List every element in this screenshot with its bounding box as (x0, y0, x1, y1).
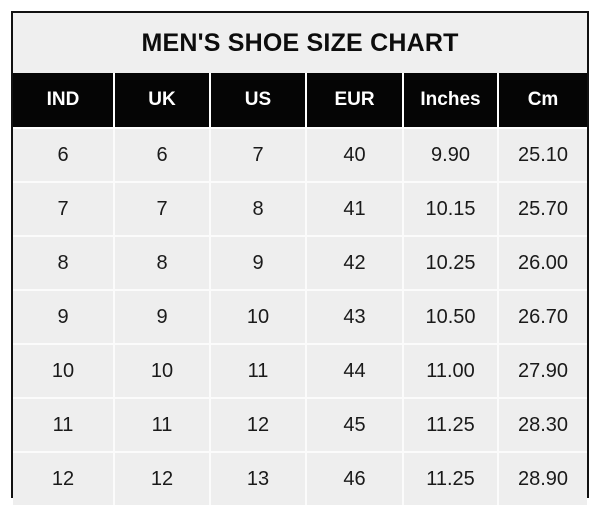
cell-inches: 11.25 (403, 398, 499, 453)
cell-us: 10 (210, 290, 307, 345)
cell-cm: 28.90 (498, 452, 587, 505)
table-header-row: IND UK US EUR Inches Cm (13, 73, 587, 129)
cell-uk: 7 (114, 182, 211, 237)
cell-inches: 11.00 (403, 344, 499, 399)
table-header: IND UK US EUR Inches Cm (13, 73, 587, 129)
cell-inches: 9.90 (403, 128, 499, 183)
cell-uk: 8 (114, 236, 211, 291)
table-row: 8 8 9 42 10.25 26.00 (13, 236, 587, 291)
cell-inches: 10.25 (403, 236, 499, 291)
cell-ind: 7 (13, 182, 115, 237)
cell-cm: 26.70 (498, 290, 587, 345)
cell-us: 9 (210, 236, 307, 291)
cell-cm: 28.30 (498, 398, 587, 453)
column-header-us: US (210, 73, 307, 129)
column-header-uk: UK (114, 73, 211, 129)
cell-us: 8 (210, 182, 307, 237)
cell-uk: 12 (114, 452, 211, 505)
chart-title-band: MEN'S SHOE SIZE CHART (13, 13, 587, 73)
cell-uk: 10 (114, 344, 211, 399)
cell-ind: 9 (13, 290, 115, 345)
cell-inches: 11.25 (403, 452, 499, 505)
table-row: 10 10 11 44 11.00 27.90 (13, 344, 587, 399)
cell-cm: 25.70 (498, 182, 587, 237)
cell-eur: 43 (306, 290, 404, 345)
column-header-eur: EUR (306, 73, 404, 129)
cell-us: 7 (210, 128, 307, 183)
column-header-inches: Inches (403, 73, 499, 129)
cell-eur: 41 (306, 182, 404, 237)
cell-cm: 27.90 (498, 344, 587, 399)
cell-eur: 46 (306, 452, 404, 505)
cell-cm: 26.00 (498, 236, 587, 291)
cell-ind: 10 (13, 344, 115, 399)
column-header-cm: Cm (498, 73, 587, 129)
size-chart-container: MEN'S SHOE SIZE CHART IND UK US EUR Inch… (11, 11, 589, 505)
page-title: MEN'S SHOE SIZE CHART (141, 28, 459, 57)
cell-eur: 44 (306, 344, 404, 399)
column-header-ind: IND (13, 73, 115, 129)
cell-eur: 42 (306, 236, 404, 291)
cell-eur: 45 (306, 398, 404, 453)
table-row: 6 6 7 40 9.90 25.10 (13, 128, 587, 183)
table-body: 6 6 7 40 9.90 25.10 7 7 8 41 10.15 25.70… (13, 128, 587, 505)
shoe-size-table: IND UK US EUR Inches Cm 6 6 7 40 9.90 25… (13, 73, 587, 505)
cell-us: 13 (210, 452, 307, 505)
table-row: 12 12 13 46 11.25 28.90 (13, 452, 587, 505)
cell-uk: 9 (114, 290, 211, 345)
cell-ind: 11 (13, 398, 115, 453)
table-row: 11 11 12 45 11.25 28.30 (13, 398, 587, 453)
cell-us: 12 (210, 398, 307, 453)
cell-ind: 12 (13, 452, 115, 505)
cell-uk: 6 (114, 128, 211, 183)
table-row: 9 9 10 43 10.50 26.70 (13, 290, 587, 345)
cell-inches: 10.15 (403, 182, 499, 237)
cell-inches: 10.50 (403, 290, 499, 345)
cell-cm: 25.10 (498, 128, 587, 183)
cell-eur: 40 (306, 128, 404, 183)
cell-ind: 6 (13, 128, 115, 183)
table-row: 7 7 8 41 10.15 25.70 (13, 182, 587, 237)
cell-ind: 8 (13, 236, 115, 291)
cell-us: 11 (210, 344, 307, 399)
cell-uk: 11 (114, 398, 211, 453)
